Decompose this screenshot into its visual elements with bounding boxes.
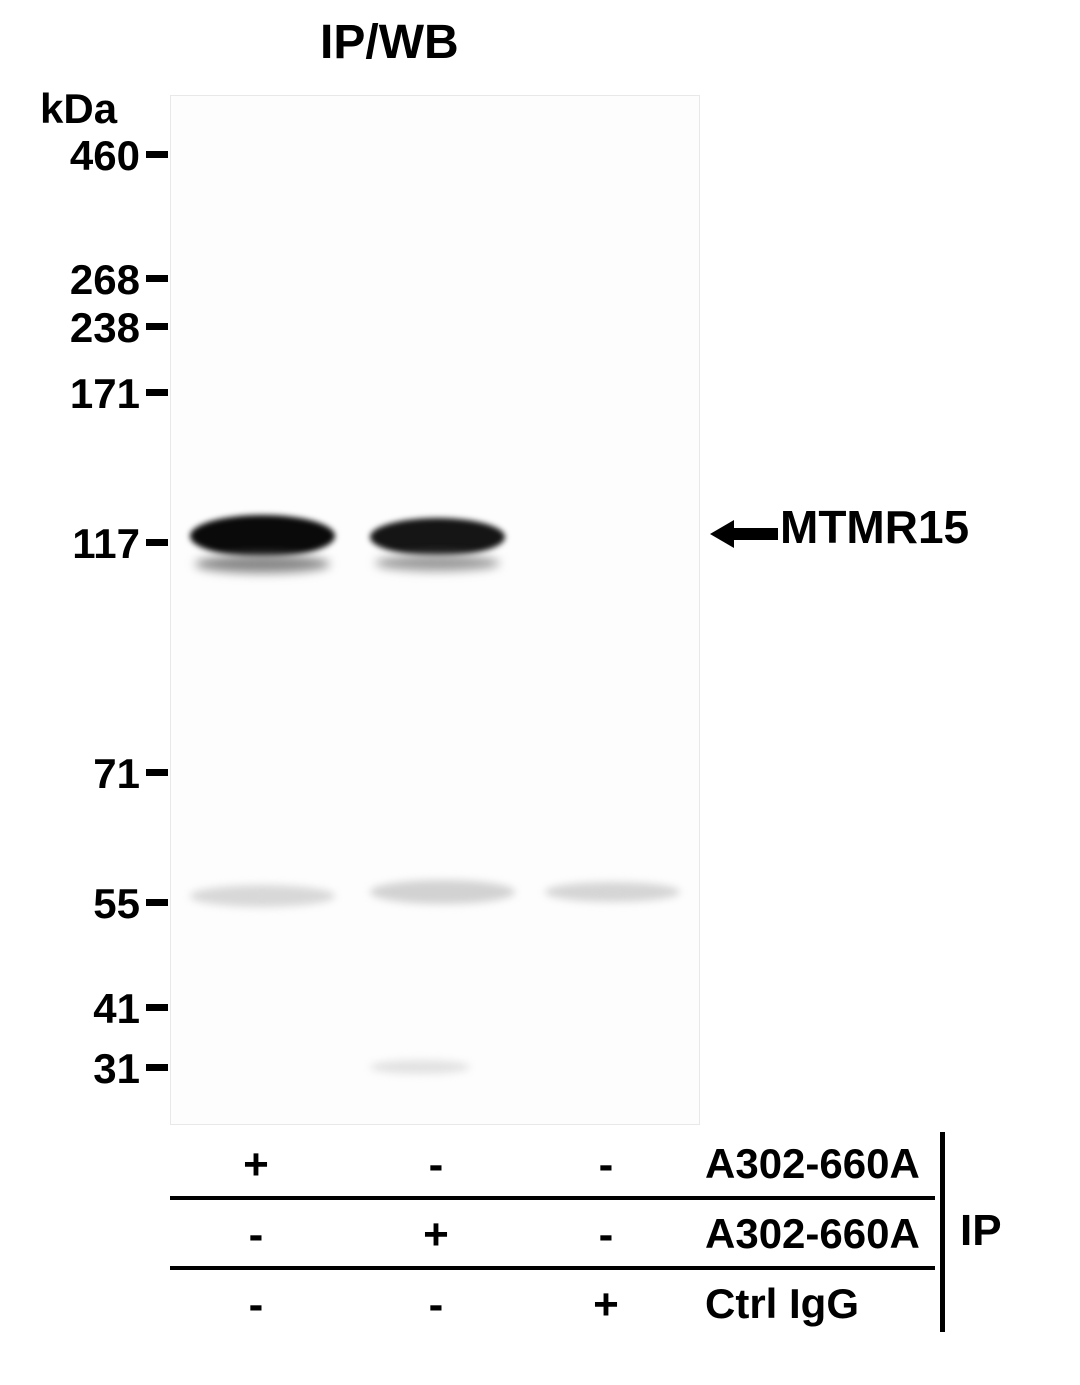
ip-condition-label: A302-660A <box>705 1210 920 1258</box>
figure-container: IP/WB kDa 460 268238 171 117 71 55 41 31 MTMR15… <box>0 0 1080 1385</box>
mw-marker-tick <box>146 1004 168 1011</box>
lane-condition-symbol: - <box>421 1140 451 1190</box>
ip-condition-label: Ctrl IgG <box>705 1280 859 1328</box>
mw-marker-tick <box>146 899 168 906</box>
blot-band <box>190 515 335 557</box>
mw-marker-label: 238 <box>70 304 140 352</box>
mw-marker-tick <box>146 389 168 396</box>
blot-band <box>195 555 330 573</box>
ip-bracket-label: IP <box>960 1206 1002 1256</box>
header-title: IP/WB <box>320 15 459 70</box>
lane-condition-symbol: - <box>591 1210 621 1260</box>
lane-condition-symbol: - <box>591 1140 621 1190</box>
blot-band <box>375 555 500 571</box>
ip-bracket-line <box>940 1132 945 1332</box>
lane-condition-symbol: - <box>421 1280 451 1330</box>
blot-band <box>190 885 335 907</box>
blot-band <box>370 518 505 556</box>
mw-marker-tick <box>146 1064 168 1071</box>
mw-marker-tick <box>146 151 168 158</box>
target-arrow <box>710 518 778 555</box>
blot-band <box>370 880 515 904</box>
mw-marker-tick <box>146 539 168 546</box>
condition-divider-line <box>170 1266 935 1270</box>
lane-condition-symbol: + <box>421 1210 451 1260</box>
lane-condition-symbol: - <box>241 1210 271 1260</box>
mw-marker-label: 41 <box>93 985 140 1033</box>
lane-condition-symbol: + <box>591 1280 621 1330</box>
mw-marker-label: 268 <box>70 256 140 304</box>
mw-marker-label: 55 <box>93 880 140 928</box>
mw-marker-tick <box>146 275 168 282</box>
kda-unit-label: kDa <box>40 85 117 133</box>
blot-band <box>370 1060 470 1074</box>
mw-marker-label: 460 <box>70 132 140 180</box>
lane-condition-symbol: + <box>241 1140 271 1190</box>
blot-membrane <box>170 95 700 1125</box>
mw-marker-label: 117 <box>72 520 140 568</box>
blot-band <box>545 882 680 902</box>
lane-condition-symbol: - <box>241 1280 271 1330</box>
target-protein-label: MTMR15 <box>780 500 969 554</box>
mw-marker-label: 71 <box>93 750 140 798</box>
mw-marker-tick <box>146 323 168 330</box>
mw-marker-tick <box>146 769 168 776</box>
arrow-icon <box>710 518 778 550</box>
ip-condition-label: A302-660A <box>705 1140 920 1188</box>
mw-marker-label: 171 <box>70 370 140 418</box>
mw-marker-label: 31 <box>93 1045 140 1093</box>
condition-divider-line <box>170 1196 935 1200</box>
